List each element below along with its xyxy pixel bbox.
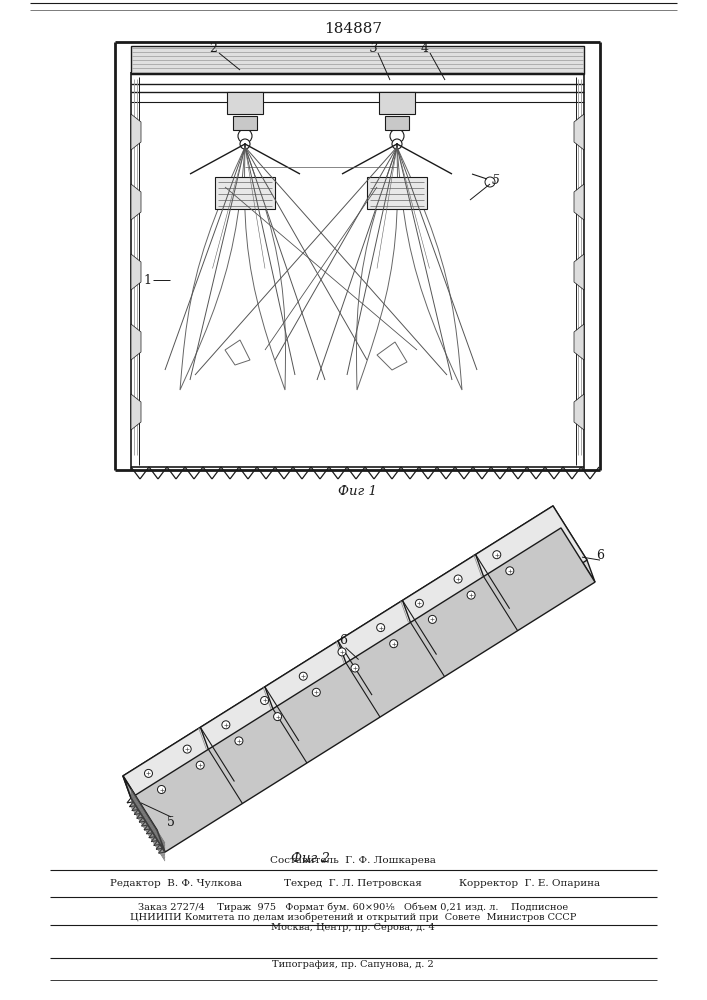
Text: Типография, пр. Сапунова, д. 2: Типография, пр. Сапунова, д. 2 xyxy=(272,960,434,969)
Text: 184887: 184887 xyxy=(324,22,382,36)
Circle shape xyxy=(377,624,385,632)
Polygon shape xyxy=(123,776,165,852)
Text: 3: 3 xyxy=(370,41,378,54)
Text: Техред  Г. Л. Петровская: Техред Г. Л. Петровская xyxy=(284,879,422,888)
Text: Москва, Центр, пр. Серова, д. 4: Москва, Центр, пр. Серова, д. 4 xyxy=(271,923,435,932)
Polygon shape xyxy=(553,506,595,582)
Bar xyxy=(385,116,409,130)
Circle shape xyxy=(416,599,423,607)
Bar xyxy=(367,177,427,209)
Circle shape xyxy=(235,737,243,745)
Text: 5: 5 xyxy=(492,174,500,186)
Circle shape xyxy=(222,721,230,729)
Circle shape xyxy=(312,688,320,696)
Text: 5: 5 xyxy=(167,816,175,829)
Polygon shape xyxy=(123,506,587,830)
Polygon shape xyxy=(131,254,141,290)
Circle shape xyxy=(493,551,501,559)
Polygon shape xyxy=(131,324,141,360)
Text: Составитель  Г. Ф. Лошкарева: Составитель Г. Ф. Лошкарева xyxy=(270,856,436,865)
Polygon shape xyxy=(131,114,141,150)
Polygon shape xyxy=(131,394,141,430)
Bar xyxy=(227,92,263,114)
Text: Заказ 2727/4    Тираж  975   Формат бум. 60×90¹⁄₈   Объем 0,21 изд. л.    Подпис: Заказ 2727/4 Тираж 975 Формат бум. 60×90… xyxy=(138,902,568,912)
Bar xyxy=(379,92,415,114)
Circle shape xyxy=(261,696,269,704)
Text: Фиг 1: Фиг 1 xyxy=(337,485,376,498)
Circle shape xyxy=(506,567,514,575)
Text: Фиг 2: Фиг 2 xyxy=(291,852,329,865)
Circle shape xyxy=(390,129,404,143)
Circle shape xyxy=(183,745,191,753)
Text: 2: 2 xyxy=(209,41,217,54)
Text: 6: 6 xyxy=(339,634,348,647)
Polygon shape xyxy=(574,254,584,290)
Text: Редактор  В. Ф. Чулкова: Редактор В. Ф. Чулкова xyxy=(110,879,242,888)
Text: Корректор  Г. Е. Опарина: Корректор Г. Е. Опарина xyxy=(459,879,600,888)
Circle shape xyxy=(454,575,462,583)
Circle shape xyxy=(240,139,250,149)
Polygon shape xyxy=(574,324,584,360)
Polygon shape xyxy=(131,184,141,220)
Text: ЦНИИПИ Комитета по делам изобретений и открытий при  Совете  Министров СССР: ЦНИИПИ Комитета по делам изобретений и о… xyxy=(130,913,576,922)
Circle shape xyxy=(144,769,153,777)
Circle shape xyxy=(428,615,436,623)
Bar xyxy=(233,116,257,130)
Circle shape xyxy=(274,713,281,721)
Circle shape xyxy=(338,648,346,656)
Circle shape xyxy=(299,672,308,680)
Text: 6: 6 xyxy=(596,549,604,562)
Circle shape xyxy=(351,664,359,672)
Circle shape xyxy=(485,177,495,187)
Circle shape xyxy=(467,591,475,599)
Polygon shape xyxy=(131,528,595,852)
Circle shape xyxy=(238,129,252,143)
Polygon shape xyxy=(574,114,584,150)
Circle shape xyxy=(197,761,204,769)
Circle shape xyxy=(390,640,398,648)
Polygon shape xyxy=(574,394,584,430)
Text: 4: 4 xyxy=(421,41,429,54)
Polygon shape xyxy=(123,506,561,798)
Circle shape xyxy=(158,786,165,794)
Text: 1: 1 xyxy=(143,273,151,286)
Polygon shape xyxy=(574,184,584,220)
Bar xyxy=(131,46,584,74)
Circle shape xyxy=(392,139,402,149)
Bar xyxy=(215,177,275,209)
